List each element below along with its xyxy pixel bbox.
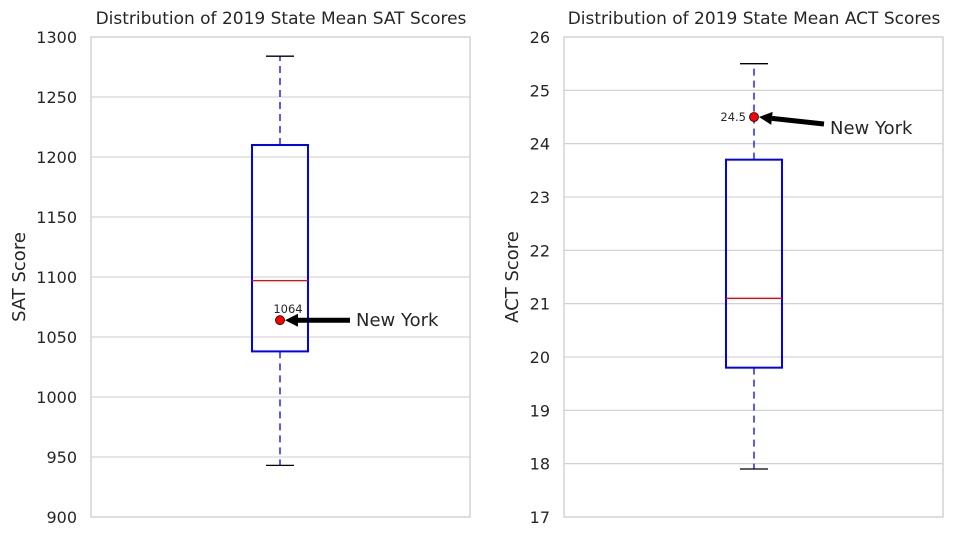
act-y-tick-labels: 17 18 19 20 21 22 23 24 25 26 xyxy=(530,28,550,527)
act-annotation: 24.5 New York xyxy=(720,110,913,139)
act-highlight-point xyxy=(749,112,759,122)
sat-y-tick-label: 1050 xyxy=(36,328,77,347)
act-y-axis-label: ACT Score xyxy=(502,231,523,323)
sat-highlight-value-label: 1064 xyxy=(273,302,302,316)
act-annotation-arrow-shaft xyxy=(771,115,825,127)
act-y-tick-label: 18 xyxy=(530,455,550,474)
sat-y-tick-label: 1200 xyxy=(36,148,77,167)
sat-y-tick-labels: 900 950 1000 1050 1100 1150 1200 1250 1300 xyxy=(36,28,77,527)
act-y-tick-label: 17 xyxy=(530,508,550,527)
sat-y-tick-label: 1300 xyxy=(36,28,77,47)
sat-panel: Distribution of 2019 State Mean SAT Scor… xyxy=(9,9,471,527)
act-iqr-box xyxy=(725,158,783,369)
sat-y-tick-label: 1100 xyxy=(36,268,77,287)
act-y-tick-label: 23 xyxy=(530,188,550,207)
act-boxplot xyxy=(725,63,783,470)
act-highlight-name-label: New York xyxy=(830,118,913,139)
sat-plot-frame xyxy=(90,36,471,518)
act-panel: Distribution of 2019 State Mean ACT Scor… xyxy=(502,9,944,527)
act-chart-title: Distribution of 2019 State Mean ACT Scor… xyxy=(568,9,941,29)
act-y-tick-label: 19 xyxy=(530,401,550,420)
sat-annotation: 1064 New York xyxy=(273,302,439,331)
act-y-tick-label: 24 xyxy=(530,135,550,154)
sat-y-tick-label: 1000 xyxy=(36,388,77,407)
act-y-tick-label: 22 xyxy=(530,241,550,260)
sat-highlight-name-label: New York xyxy=(356,310,439,331)
act-y-tick-label: 20 xyxy=(530,348,550,367)
act-annotation-arrow-head xyxy=(759,111,773,125)
act-y-tick-label: 26 xyxy=(530,28,550,47)
act-y-tick-label: 21 xyxy=(530,295,550,314)
sat-annotation-arrow-head xyxy=(285,313,298,327)
sat-y-tick-label: 950 xyxy=(46,448,77,467)
sat-iqr-box xyxy=(251,144,309,353)
sat-y-axis-label: SAT Score xyxy=(9,232,30,322)
sat-chart-title: Distribution of 2019 State Mean SAT Scor… xyxy=(96,9,467,29)
sat-y-tick-label: 1250 xyxy=(36,88,77,107)
sat-y-tick-label: 1150 xyxy=(36,208,77,227)
sat-highlight-point xyxy=(275,315,285,326)
sat-y-tick-label: 900 xyxy=(46,508,77,527)
act-plot-frame xyxy=(563,36,944,518)
act-highlight-value-label: 24.5 xyxy=(720,110,746,124)
act-y-tick-label: 25 xyxy=(530,81,550,100)
sat-boxplot xyxy=(251,55,309,467)
